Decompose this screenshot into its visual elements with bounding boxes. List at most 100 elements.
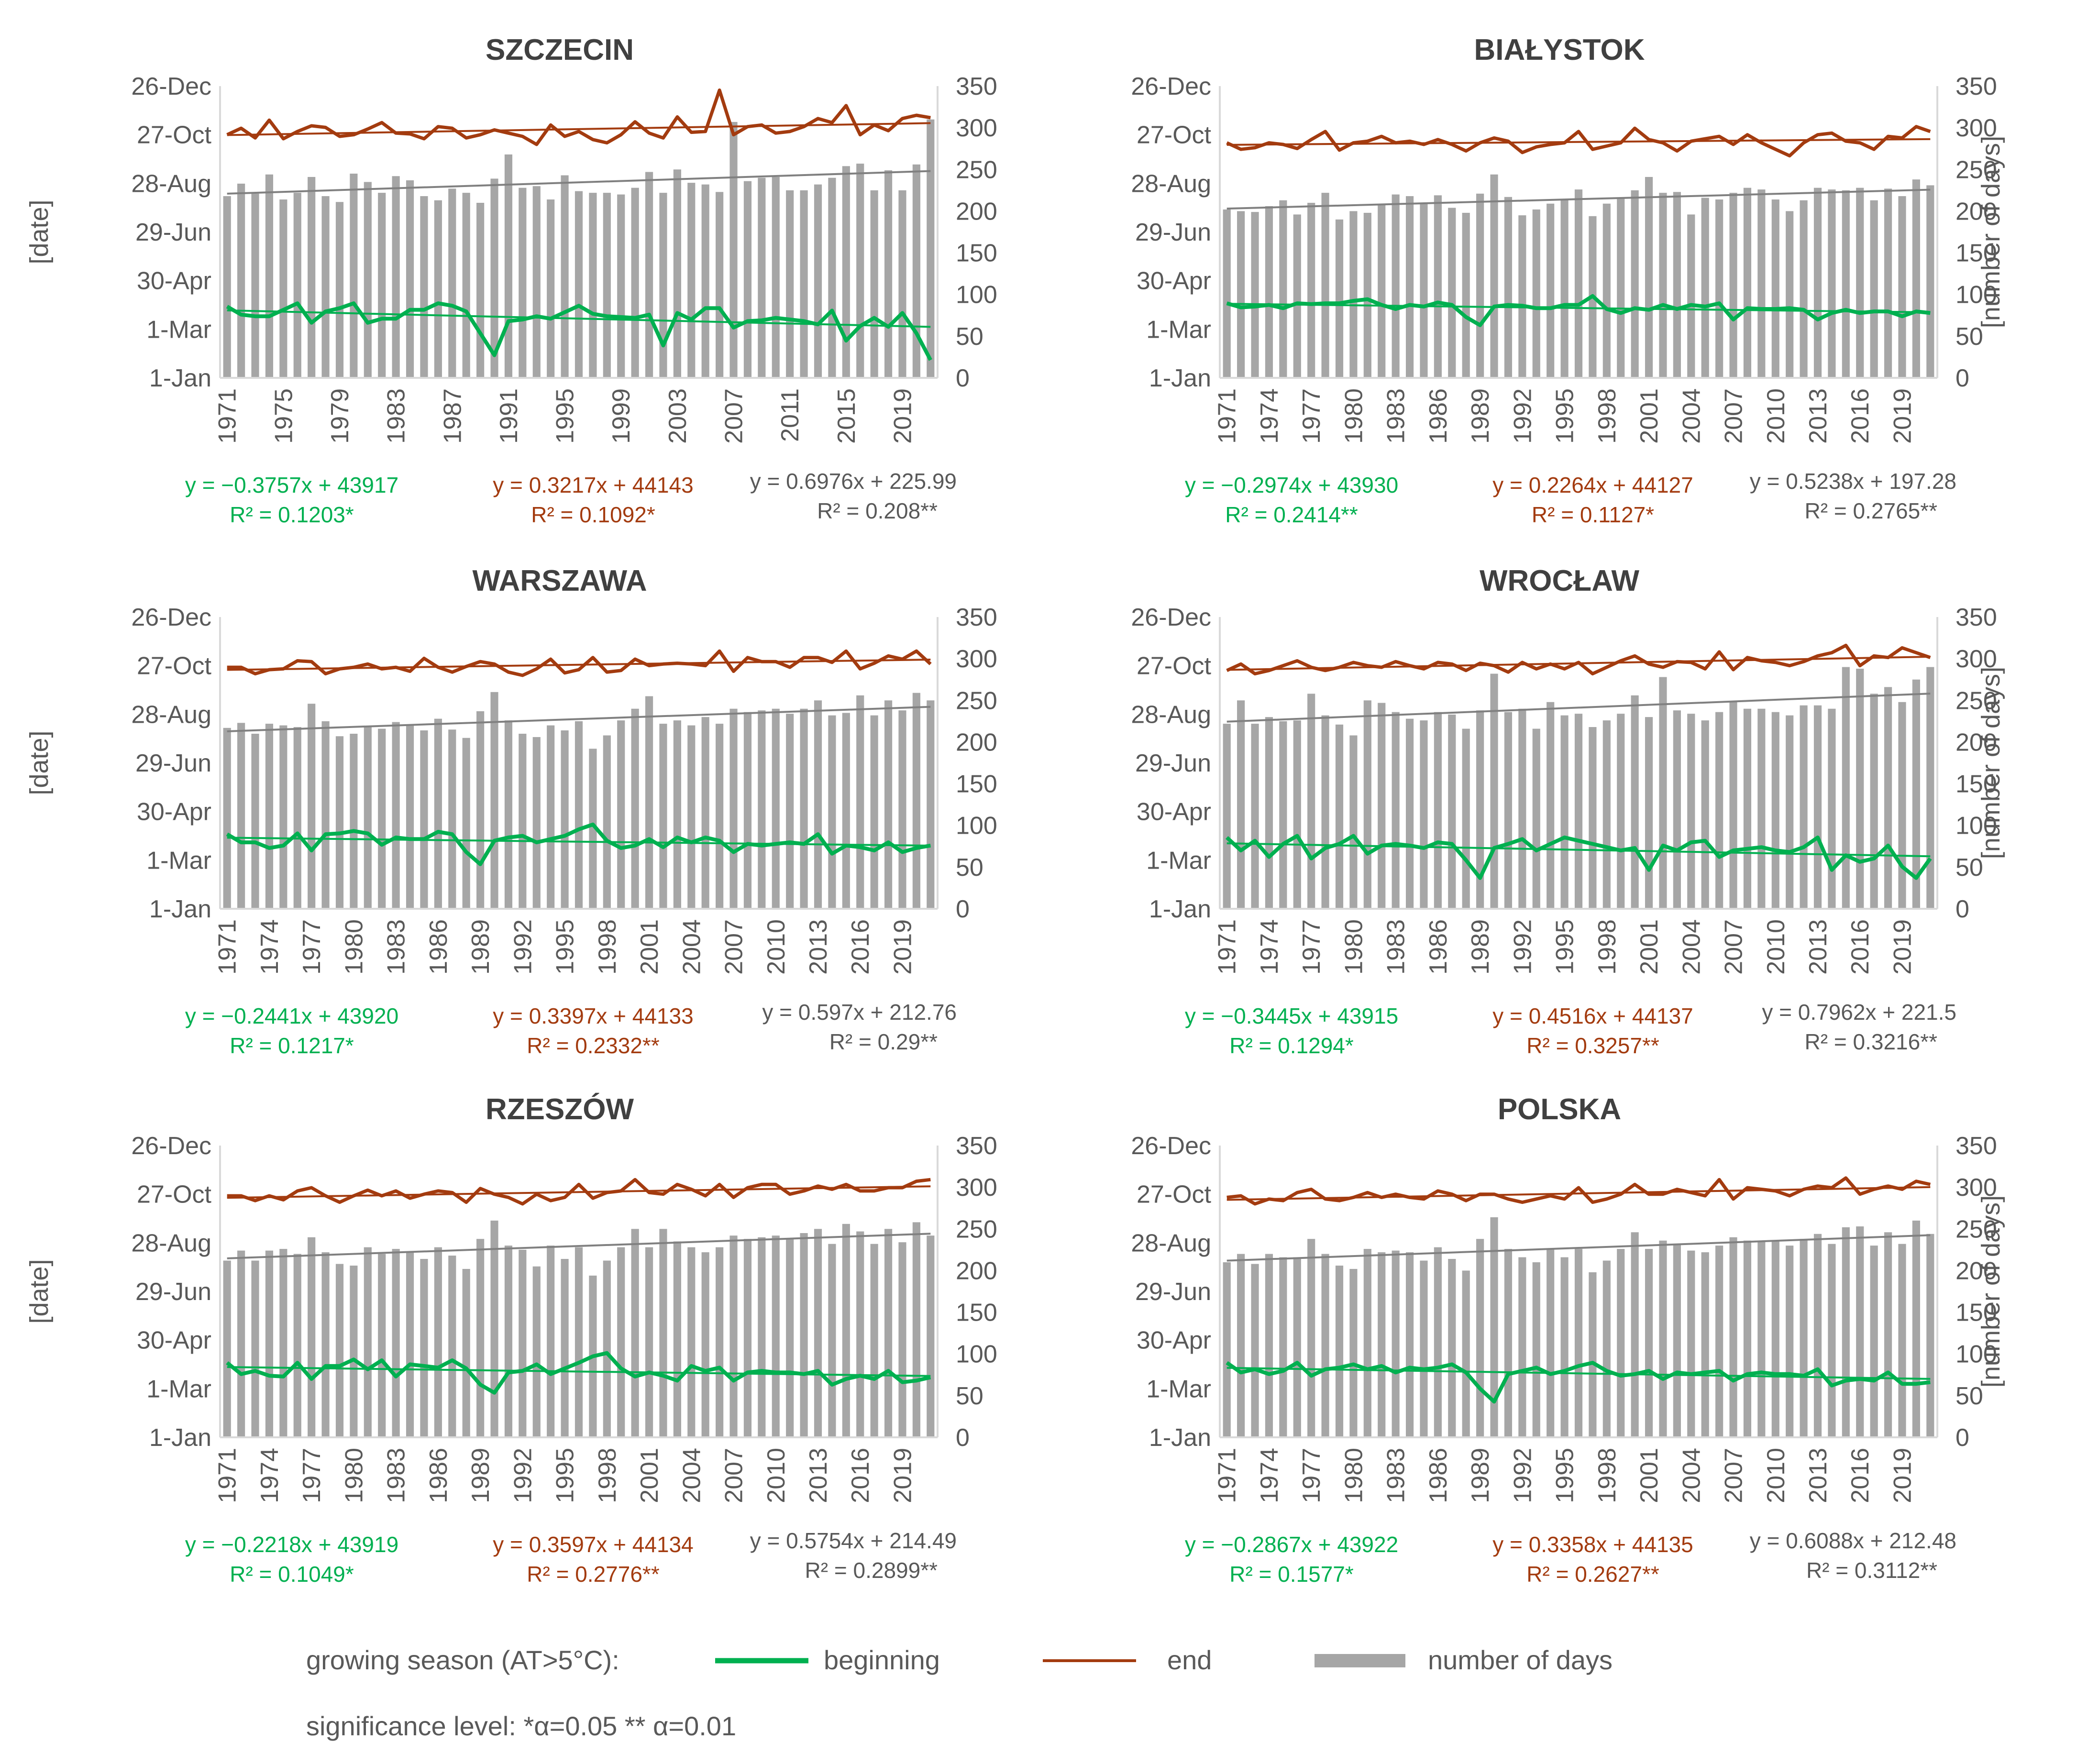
days-bar [1912,179,1920,378]
year-tick-label: 1983 [1382,388,1410,444]
year-tick-label: 1999 [608,388,635,444]
year-tick-label: 2013 [1804,388,1832,444]
date-tick-label: 28-Aug [1131,170,1211,198]
days-bar [1631,695,1639,909]
days-bar [687,725,696,909]
days-bar [1434,195,1442,378]
days-bar [1476,193,1484,378]
date-tick-label: 26-Dec [131,604,211,631]
year-tick-label: 2004 [1678,919,1705,975]
r2-beginning: R² = 0.2414** [1225,502,1358,527]
days-bar [364,1247,372,1437]
equation-days: y = 0.5754x + 214.49 [750,1528,957,1553]
end-series-line [227,649,932,677]
days-bar [1771,199,1779,378]
year-tick-label: 2007 [1720,388,1748,444]
year-tick-label: 1971 [214,388,242,444]
equation-end: y = 0.3358x + 44135 [1492,1532,1693,1557]
days-bar [504,720,513,909]
days-bar [1265,206,1273,378]
days-bar [1279,1257,1287,1437]
days-bar [1813,705,1822,909]
end-trend-line [1226,1186,1931,1201]
days-bar [772,176,780,378]
days-bar [1715,712,1723,909]
date-tick-label: 28-Aug [1131,701,1211,728]
days-tick-label: 50 [956,1382,983,1410]
days-bar [1547,1249,1555,1437]
year-tick-label: 1977 [1298,919,1326,975]
days-bar [1743,187,1752,378]
days-bar [1842,1227,1850,1437]
days-tick-label: 200 [1955,198,1997,225]
days-trend-line [227,1233,931,1259]
days-bar [490,1220,498,1437]
days-bar [350,1265,358,1437]
days-tick-label: 300 [956,114,997,142]
year-tick-label: 2001 [1635,388,1663,444]
days-bar [504,1246,513,1437]
date-tick-label: 1-Mar [146,847,211,874]
days-bar [519,1249,527,1437]
days-bar [293,1254,301,1437]
days-bar [1490,1217,1498,1437]
year-tick-label: 2011 [776,388,804,442]
legend: growing season (AT>5°C): beginning end n… [306,1645,1613,1741]
year-tick-label: 1974 [1256,1448,1283,1503]
days-bar [1574,714,1583,909]
date-tick-label: 27-Oct [1137,121,1212,149]
r2-end: R² = 0.2627** [1526,1562,1659,1587]
days-tick-label: 50 [1955,1382,1983,1410]
days-bar [1786,715,1794,909]
days-bar [758,710,766,909]
days-bar [617,720,625,909]
days-bar [434,718,442,909]
equation-end: y = 0.4516x + 44137 [1492,1003,1693,1028]
year-tick-label: 2001 [1635,919,1663,975]
date-tick-label: 1-Mar [146,316,211,343]
days-bar [519,734,527,909]
days-bar [1448,208,1456,378]
days-bar [1631,190,1639,378]
days-bar [1251,212,1259,378]
days-bar [392,722,400,909]
days-bar [448,729,456,909]
days-tick-label: 50 [1955,323,1983,351]
year-tick-label: 1974 [1256,919,1283,975]
days-tick-label: 250 [956,687,997,715]
year-tick-label: 1987 [439,388,466,444]
chart-panel-polska: POLSKA 1-Jan 1-Mar 30-Apr 29-Jun 28-Aug 27-Oct… [1131,1093,2005,1587]
days-bar [547,725,555,909]
days-tick-label: 100 [956,1341,997,1368]
days-bar [237,183,245,378]
days-bar [420,196,428,378]
beginning-trend-line [1226,1367,1931,1380]
days-bar [1673,710,1681,909]
days-bar [1279,200,1287,378]
date-tick-label: 1-Jan [1149,895,1211,923]
days-tick-label: 200 [1955,728,1997,756]
days-bar [335,202,344,378]
days-tick-label: 0 [1955,364,1969,392]
equation-days: y = 0.6088x + 212.48 [1750,1528,1956,1553]
days-bar [1856,187,1864,378]
r2-beginning: R² = 0.1294* [1229,1033,1354,1058]
end-trend-line [227,122,931,136]
beginning-series-line [226,822,931,866]
days-bar [673,169,681,378]
legend-label-days: number of days [1428,1645,1613,1675]
days-tick-label: 150 [1955,1299,1997,1327]
days-bar [673,1241,681,1437]
days-bar [617,1247,625,1437]
equation-beginning: y = −0.2218x + 43919 [185,1532,398,1557]
days-bar [800,708,808,909]
days-bar [772,1235,780,1437]
days-bar [279,199,287,378]
date-tick-label: 28-Aug [1131,1229,1211,1257]
panel-title: RZESZÓW [486,1093,634,1126]
days-bar [1392,712,1400,909]
days-bar [462,193,470,378]
days-bar [448,1256,456,1437]
days-bar [321,721,330,909]
days-tick-label: 0 [956,1424,970,1452]
